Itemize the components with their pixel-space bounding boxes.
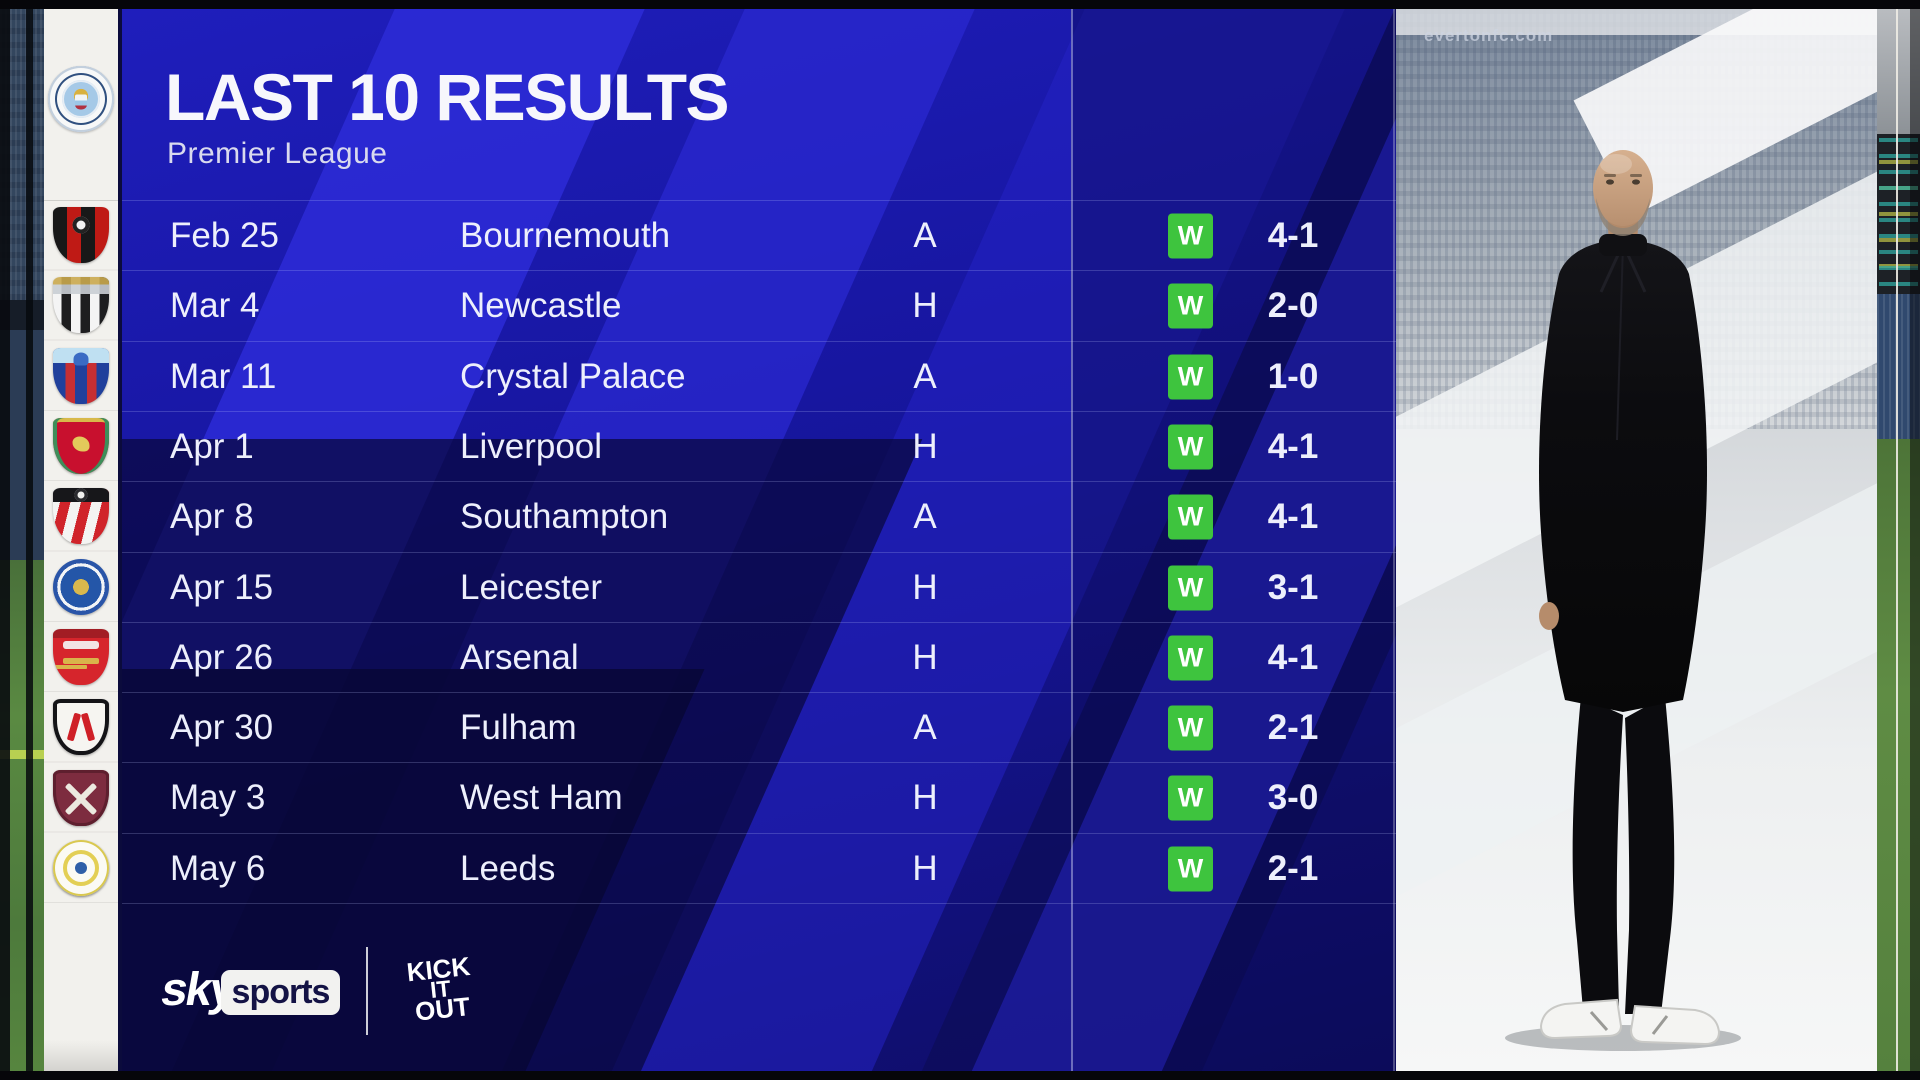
manchester-city-badge-icon (48, 66, 114, 132)
result-row: Apr 1 Liverpool H W 4-1 (122, 411, 1396, 481)
result-opponent: West Ham (460, 778, 623, 817)
result-venue: H (912, 778, 938, 817)
win-badge: W (1168, 354, 1213, 399)
frame-highlight-line (1896, 9, 1898, 1071)
result-opponent: Leicester (460, 568, 603, 607)
win-badge: W (1168, 565, 1213, 610)
competition-subtitle: Premier League (167, 137, 388, 170)
win-badge: W (1168, 775, 1213, 820)
result-opponent: Fulham (460, 708, 577, 747)
result-opponent: Liverpool (460, 427, 603, 466)
result-venue: H (912, 427, 938, 466)
result-row: Apr 30 Fulham A W 2-1 (122, 692, 1396, 762)
result-date: May 6 (170, 849, 266, 888)
leicester-badge-icon (53, 559, 109, 615)
result-score: 3-0 (1267, 778, 1319, 817)
result-score: 4-1 (1267, 427, 1319, 466)
top-letterbox (0, 0, 1920, 9)
team-badge-strip (44, 9, 118, 1071)
table-bottom-line (122, 903, 1396, 904)
result-row: Mar 11 Crystal Palace A W 1-0 (122, 341, 1396, 411)
result-opponent: Leeds (460, 849, 556, 888)
result-opponent: Crystal Palace (460, 357, 686, 396)
result-date: Apr 8 (170, 497, 254, 536)
result-date: Feb 25 (170, 216, 279, 255)
win-badge: W (1168, 213, 1213, 258)
pep-guardiola-photo (1505, 150, 1741, 1051)
win-badge: W (1168, 283, 1213, 328)
win-badge: W (1168, 424, 1213, 469)
result-venue: A (913, 357, 937, 396)
result-row: May 6 Leeds H W 2-1 (122, 833, 1396, 903)
result-score: 1-0 (1267, 357, 1319, 396)
result-score: 4-1 (1267, 638, 1319, 677)
result-score: 4-1 (1267, 216, 1319, 255)
result-row: Mar 4 Newcastle H W 2-0 (122, 270, 1396, 340)
manager-photo-area: evertonfc.com (1396, 9, 1877, 1071)
sky-sports-logo: sports (221, 970, 340, 1015)
result-score: 2-1 (1267, 708, 1319, 747)
bournemouth-badge-icon (53, 207, 109, 263)
win-badge: W (1168, 494, 1213, 539)
kick-it-out-line: OUT (413, 991, 472, 1027)
result-opponent: Arsenal (460, 638, 579, 677)
result-date: Mar 4 (170, 286, 260, 325)
liverpool-badge-icon (53, 418, 109, 474)
panel-right-edge (1393, 9, 1395, 1071)
result-score: 2-1 (1267, 849, 1319, 888)
frame-edge (0, 0, 10, 1080)
result-venue: A (913, 708, 937, 747)
stadium-watermark-text: evertonfc.com (1424, 26, 1554, 45)
result-score: 2-0 (1267, 286, 1319, 325)
result-row: Apr 26 Arsenal H W 4-1 (122, 622, 1396, 692)
head (1593, 150, 1653, 226)
win-badge: W (1168, 846, 1213, 891)
arsenal-badge-icon (53, 629, 109, 685)
southampton-badge-icon (53, 488, 109, 544)
result-venue: H (912, 286, 938, 325)
result-row: Feb 25 Bournemouth A W 4-1 (122, 200, 1396, 270)
win-badge: W (1168, 635, 1213, 680)
result-score: 4-1 (1267, 497, 1319, 536)
result-date: Mar 11 (170, 357, 277, 396)
win-badge: W (1168, 705, 1213, 750)
score-column-divider (1071, 9, 1073, 1071)
result-row: Apr 15 Leicester H W 3-1 (122, 552, 1396, 622)
crystal-palace-badge-icon (53, 348, 109, 404)
result-row: May 3 West Ham H W 3-0 (122, 762, 1396, 832)
result-venue: H (912, 568, 938, 607)
page-title: LAST 10 RESULTS (165, 60, 730, 134)
result-date: May 3 (170, 778, 266, 817)
right-video-edge (1877, 9, 1920, 1071)
goalpost-line (26, 0, 33, 1080)
result-score: 3-1 (1267, 568, 1319, 607)
result-opponent: Bournemouth (460, 216, 671, 255)
newcastle-badge-icon (53, 277, 109, 333)
score-column-shade (1071, 9, 1396, 1071)
result-date: Apr 1 (170, 427, 254, 466)
result-date: Apr 30 (170, 708, 274, 747)
result-opponent: Southampton (460, 497, 669, 536)
west-ham-badge-icon (53, 770, 109, 826)
logo-divider (366, 947, 368, 1035)
left-video-edge (0, 0, 44, 1080)
pitch-sideline (0, 750, 44, 759)
result-row: Apr 8 Southampton A W 4-1 (122, 481, 1396, 551)
result-venue: H (912, 638, 938, 677)
results-panel: LAST 10 RESULTS Premier League Feb 25 Bo… (122, 9, 1396, 1071)
leeds-badge-icon (53, 840, 109, 896)
result-venue: A (913, 216, 937, 255)
fulham-badge-icon (53, 699, 109, 755)
bottom-letterbox (0, 1071, 1920, 1080)
sky-sports-label: sports (231, 973, 331, 1011)
frame-edge (1910, 9, 1920, 1071)
result-opponent: Newcastle (460, 286, 622, 325)
strip-panel-divider (118, 9, 122, 1071)
result-date: Apr 15 (170, 568, 274, 607)
result-venue: A (913, 497, 937, 536)
result-date: Apr 26 (170, 638, 274, 677)
strip-bottom-fade (44, 1040, 118, 1071)
result-venue: H (912, 849, 938, 888)
